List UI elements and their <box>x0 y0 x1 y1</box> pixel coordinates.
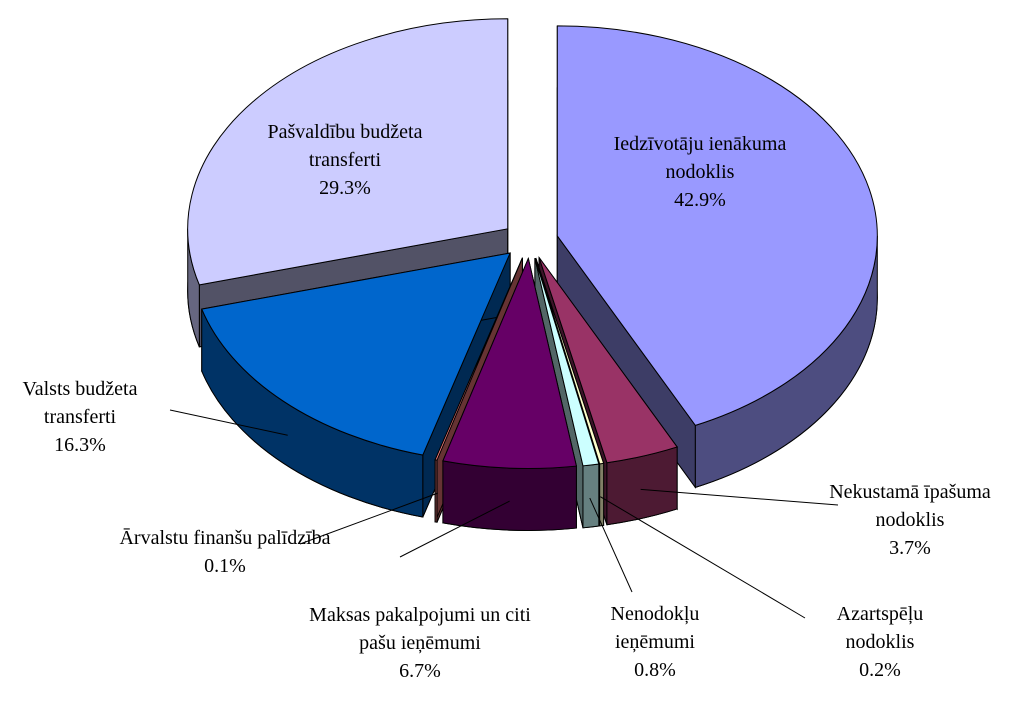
category-label: Maksas pakalpojumi un citi pašu ieņēmumi <box>309 604 531 654</box>
value-label: 0.2% <box>859 659 901 681</box>
slice-wall <box>582 463 600 529</box>
category-label: Valsts budžeta transferti <box>22 378 138 428</box>
category-label: Nekustamā īpašuma nodoklis <box>829 481 991 531</box>
category-label: Nenodokļu ieņēmumi <box>610 603 700 653</box>
leader-line <box>169 409 288 436</box>
category-label: Pašvaldību budžeta transferti <box>267 121 423 171</box>
slice-label: Nenodokļu ieņēmumi 0.8% <box>590 600 720 684</box>
slice-label: Nekustamā īpašuma nodoklis 3.7% <box>820 478 1000 562</box>
category-label: Iedzīvotāju ienākuma nodoklis <box>613 133 787 183</box>
slice-label: Iedzīvotāju ienākuma nodoklis 42.9% <box>585 130 815 214</box>
slice-wall <box>434 459 438 523</box>
slice <box>556 25 878 426</box>
slice <box>535 257 605 465</box>
slice-wall <box>442 460 577 531</box>
slice-label: Ārvalstu finanšu palīdzība 0.1% <box>110 524 340 580</box>
slice <box>201 252 511 456</box>
slice-label: Maksas pakalpojumi un citi pašu ieņēmumi… <box>305 601 535 685</box>
leader-line <box>640 488 839 506</box>
value-label: 42.9% <box>674 189 726 211</box>
slice <box>442 256 578 469</box>
slice-label: Azartspēļu nodoklis 0.2% <box>815 600 945 684</box>
category-label: Azartspēļu nodoklis <box>836 603 924 653</box>
leader-line <box>600 496 806 619</box>
slice <box>534 258 600 467</box>
leader-line <box>589 497 633 593</box>
value-label: 0.1% <box>204 555 246 577</box>
slice <box>434 257 523 461</box>
slice-label: Pašvaldību budžeta transferti 29.3% <box>230 118 460 202</box>
value-label: 3.7% <box>889 537 931 559</box>
category-label: Ārvalstu finanšu palīdzība <box>119 527 331 549</box>
slice-label: Valsts budžeta transferti 16.3% <box>0 375 170 459</box>
value-label: 0.8% <box>634 659 676 681</box>
slice <box>187 18 509 286</box>
value-label: 16.3% <box>54 434 106 456</box>
leader-line <box>399 500 510 558</box>
leader-line <box>299 492 438 545</box>
value-label: 29.3% <box>319 177 371 199</box>
slice <box>538 257 678 464</box>
value-label: 6.7% <box>399 660 441 682</box>
slice-wall <box>599 462 605 527</box>
